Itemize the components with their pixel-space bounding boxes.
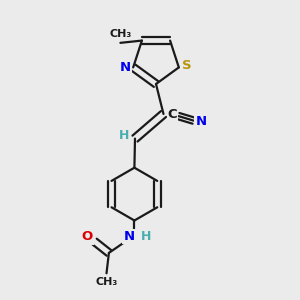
Text: CH₃: CH₃ (95, 277, 118, 287)
Text: H: H (118, 129, 129, 142)
Text: N: N (195, 115, 207, 128)
Text: S: S (182, 59, 191, 72)
Text: N: N (123, 230, 135, 243)
Text: CH₃: CH₃ (109, 29, 131, 39)
Text: O: O (81, 230, 93, 244)
Text: C: C (168, 108, 177, 122)
Text: H: H (141, 230, 151, 243)
Text: N: N (120, 61, 131, 74)
